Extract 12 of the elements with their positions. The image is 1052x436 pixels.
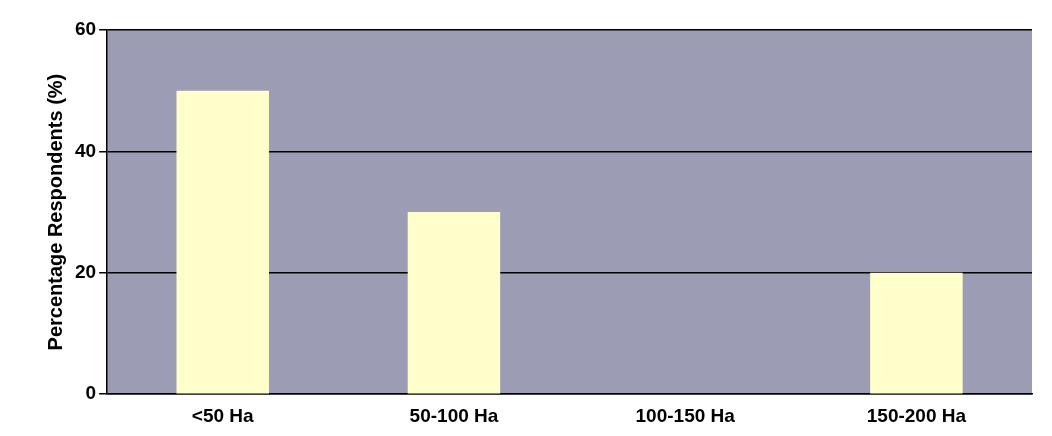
x-tick-label: 100-150 Ha — [635, 404, 736, 426]
y-tick-label: 20 — [74, 261, 97, 283]
y-axis-title: Percentage Respondents (%) — [43, 73, 66, 351]
bar — [870, 272, 963, 394]
y-tick-label: 0 — [85, 382, 97, 404]
y-tick-label: 60 — [74, 18, 97, 40]
x-tick-label: <50 Ha — [191, 404, 255, 426]
bar — [407, 212, 501, 394]
y-tick-label: 40 — [74, 139, 97, 161]
bar — [176, 90, 269, 394]
x-tick-label: 150-200 Ha — [866, 404, 967, 426]
x-tick-label: 50-100 Ha — [409, 404, 499, 426]
